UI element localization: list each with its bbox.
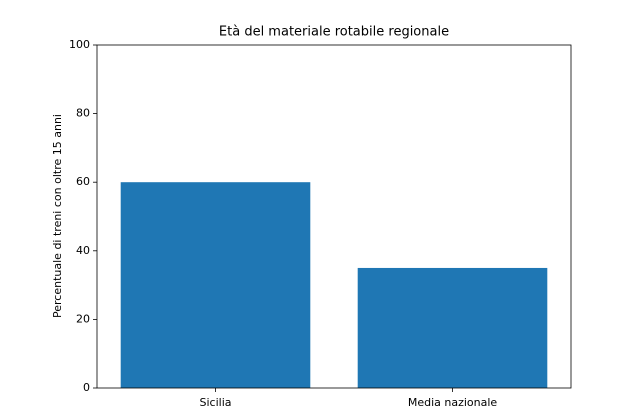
y-tick-label: 100: [69, 38, 90, 51]
x-tick-label: Media nazionale: [408, 396, 498, 409]
x-tick-label: Sicilia: [200, 396, 232, 409]
bar: [357, 267, 548, 388]
bar: [120, 182, 311, 388]
y-tick-label: 0: [83, 381, 90, 394]
y-tick-label: 80: [76, 107, 90, 120]
plot-frame: [96, 44, 572, 389]
y-axis-label: Percentuale di treni con oltre 15 anni: [51, 114, 64, 318]
y-tick-label: 40: [76, 244, 90, 257]
y-tick-label: 20: [76, 312, 90, 325]
y-tick-label: 60: [76, 175, 90, 188]
chart-title: Età del materiale rotabile regionale: [219, 25, 449, 40]
